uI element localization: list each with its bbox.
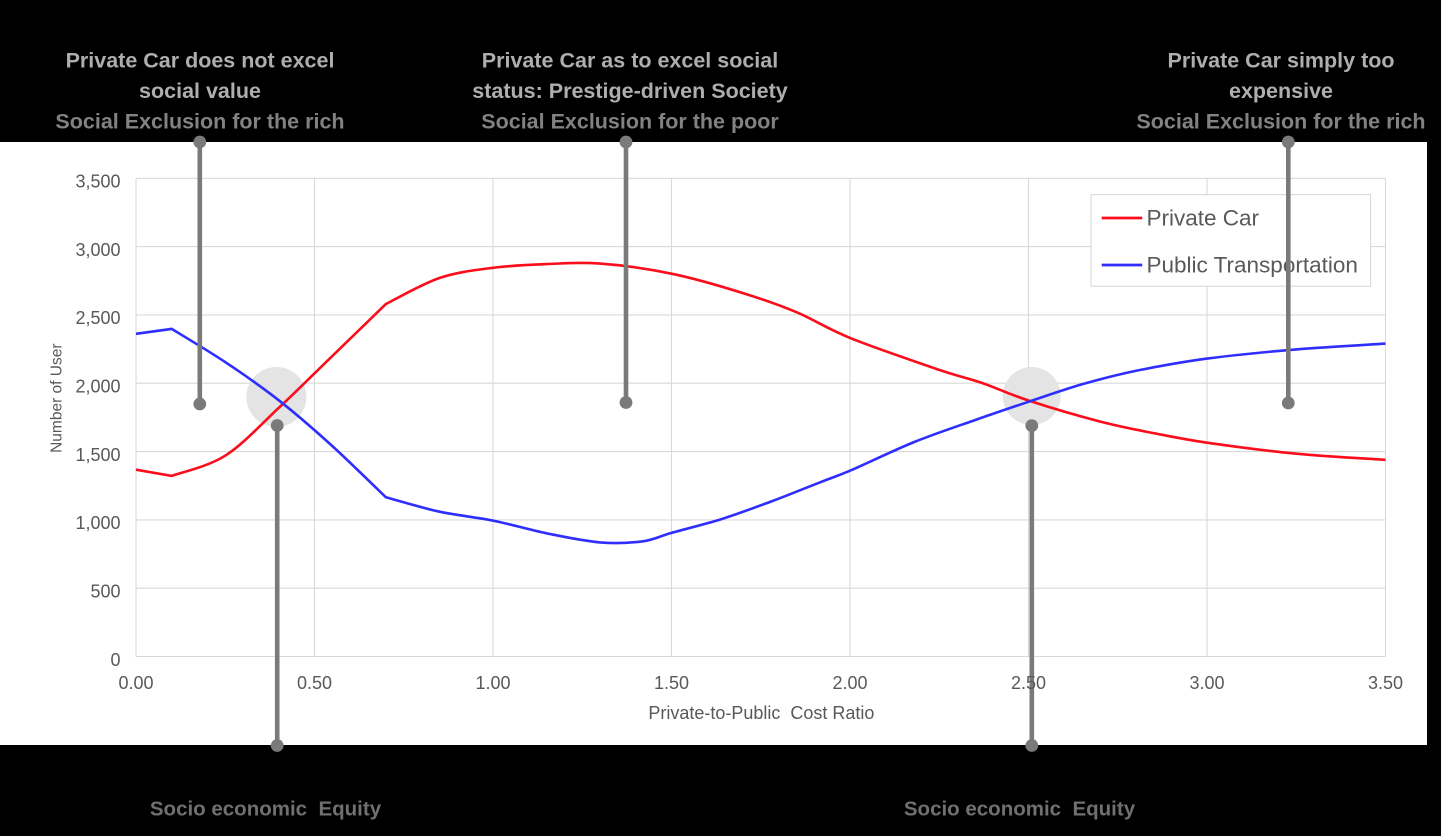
svg-text:2.00: 2.00 xyxy=(832,673,867,693)
svg-text:500: 500 xyxy=(90,582,120,602)
svg-text:3.50: 3.50 xyxy=(1368,673,1403,693)
svg-text:Socio economic Equity: Socio economic Equity xyxy=(150,798,382,821)
svg-text:3.00: 3.00 xyxy=(1189,673,1224,693)
svg-text:Private Car does not excel: Private Car does not excel xyxy=(66,49,335,73)
svg-text:2,500: 2,500 xyxy=(75,308,120,328)
svg-text:social value: social value xyxy=(139,79,261,103)
svg-text:1,000: 1,000 xyxy=(75,513,120,533)
svg-text:1,500: 1,500 xyxy=(75,445,120,465)
svg-text:0.00: 0.00 xyxy=(118,673,153,693)
svg-text:0.50: 0.50 xyxy=(297,673,332,693)
svg-text:3,500: 3,500 xyxy=(75,172,120,192)
svg-text:Private Car: Private Car xyxy=(1147,206,1260,231)
svg-text:Social Exclusion for the poor: Social Exclusion for the poor xyxy=(481,110,779,134)
svg-text:Social Exclusion for the rich: Social Exclusion for the rich xyxy=(1136,110,1425,134)
svg-text:0: 0 xyxy=(110,650,120,670)
svg-text:2.50: 2.50 xyxy=(1011,673,1046,693)
svg-text:Social Exclusion for the rich: Social Exclusion for the rich xyxy=(55,110,344,134)
svg-text:Public Transportation: Public Transportation xyxy=(1147,253,1358,278)
svg-text:Private Car as to excel social: Private Car as to excel social xyxy=(482,49,778,73)
svg-text:3,000: 3,000 xyxy=(75,240,120,260)
svg-text:Number of User: Number of User xyxy=(49,343,66,452)
svg-text:1.00: 1.00 xyxy=(475,673,510,693)
svg-text:1.50: 1.50 xyxy=(654,673,689,693)
svg-text:Private-to-Public Cost Ratio: Private-to-Public Cost Ratio xyxy=(648,703,874,723)
svg-text:2,000: 2,000 xyxy=(75,377,120,397)
svg-text:status: Prestige-driven Societ: status: Prestige-driven Society xyxy=(472,79,787,103)
svg-text:Private Car simply too: Private Car simply too xyxy=(1167,49,1394,73)
svg-text:expensive: expensive xyxy=(1229,79,1333,103)
svg-text:Socio economic Equity: Socio economic Equity xyxy=(904,798,1136,821)
